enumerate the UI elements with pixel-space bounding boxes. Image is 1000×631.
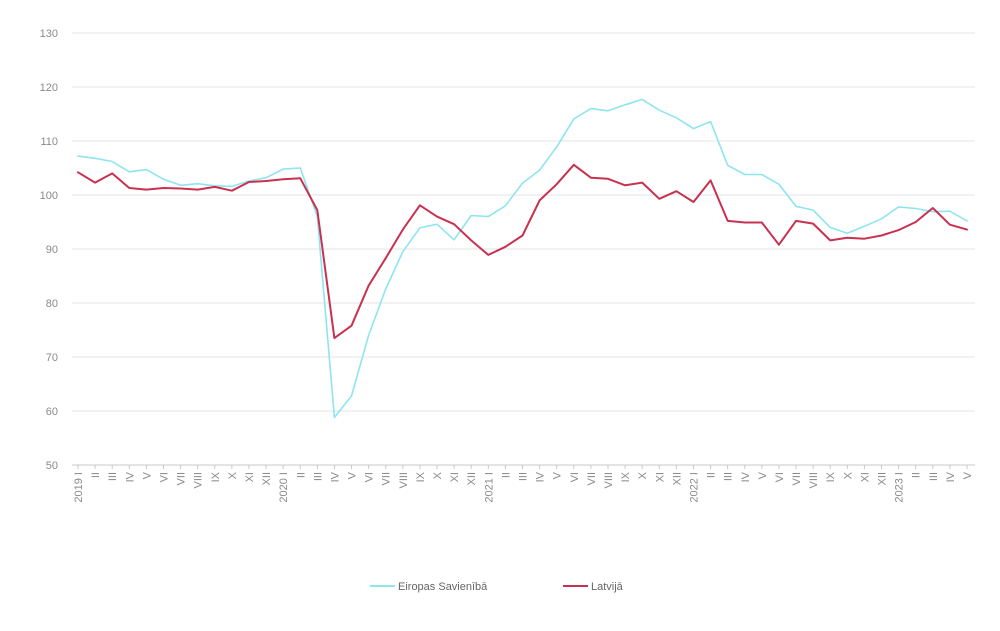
legend: Eiropas Savienībā Latvijā: [370, 581, 624, 593]
grid-lines: [72, 32, 975, 466]
series-lines: [77, 98, 968, 419]
x-tick-label: II: [90, 472, 102, 478]
x-tick-label: X: [842, 471, 854, 479]
x-tick-label: XI: [244, 472, 256, 482]
x-tick-label: III: [107, 472, 119, 481]
x-tick-label: IV: [945, 471, 957, 482]
x-tick-label: IX: [210, 471, 222, 482]
legend-label: Latvijā: [591, 581, 624, 593]
x-tick-label: VII: [791, 472, 803, 485]
x-tick-label: VII: [176, 472, 188, 485]
x-tick-label: VI: [774, 472, 786, 482]
x-tick-label: IX: [620, 471, 632, 482]
y-tick-label: 50: [46, 460, 58, 472]
y-tick-label: 100: [40, 190, 58, 202]
x-tick-label: V: [141, 471, 153, 479]
x-tick-label: XI: [449, 472, 461, 482]
x-tick-label: IV: [329, 471, 341, 482]
y-tick-label: 80: [46, 298, 58, 310]
x-tick-label: XII: [261, 472, 273, 485]
x-tick-label: XI: [654, 472, 666, 482]
x-tick-label: V: [962, 471, 974, 479]
x-tick-label: XII: [671, 472, 683, 485]
x-tick-label: VII: [381, 472, 393, 485]
x-tick-label: II: [295, 472, 307, 478]
x-tick-label: VI: [569, 472, 581, 482]
legend-label: Eiropas Savienībā: [398, 581, 488, 593]
x-tick-label: VIII: [808, 472, 820, 489]
x-tick-label: II: [500, 472, 512, 478]
x-tick-label: 2021 I: [483, 472, 495, 503]
x-tick-label: VI: [158, 472, 170, 482]
x-tick-label: V: [552, 471, 564, 479]
x-axis: 2019 I II III IV V VI VII VIII IX X XI XII 2020 I II I…: [73, 465, 974, 503]
y-tick-label: 90: [46, 244, 58, 256]
x-tick-label: III: [928, 472, 940, 481]
y-tick-label: 60: [46, 406, 58, 418]
x-tick-label: III: [723, 472, 735, 481]
x-tick-label: VI: [364, 472, 376, 482]
x-tick-label: VII: [586, 472, 598, 485]
x-tick-label: II: [911, 472, 923, 478]
series-line-latvia: [77, 163, 968, 340]
x-tick-label: XI: [859, 472, 871, 482]
x-tick-label: III: [312, 472, 324, 481]
x-tick-label: IX: [415, 471, 427, 482]
x-tick-label: IV: [535, 471, 547, 482]
y-tick-label: 130: [40, 28, 58, 40]
x-tick-label: III: [518, 472, 530, 481]
x-tick-label: V: [757, 471, 769, 479]
y-tick-label: 110: [40, 136, 58, 148]
x-tick-label: II: [706, 472, 718, 478]
y-tick-label: 120: [40, 82, 58, 94]
x-tick-label: IV: [124, 471, 136, 482]
x-tick-label: VIII: [398, 472, 410, 489]
x-tick-label: X: [432, 471, 444, 479]
x-tick-label: XII: [877, 472, 889, 485]
x-tick-label: 2022 I: [688, 472, 700, 503]
x-tick-label: 2019 I: [73, 472, 85, 503]
series-line-eu: [77, 98, 968, 419]
x-tick-label: XII: [466, 472, 478, 485]
x-tick-label: X: [637, 471, 649, 479]
x-tick-label: 2020 I: [278, 472, 290, 503]
x-tick-label: IX: [825, 471, 837, 482]
y-tick-label: 70: [46, 352, 58, 364]
y-axis: 50 60 70 80 90 100 110 120 130: [40, 28, 58, 472]
x-tick-label: 2023 I: [894, 472, 906, 503]
x-tick-label: X: [227, 471, 239, 479]
x-tick-label: V: [347, 471, 359, 479]
x-tick-label: IV: [740, 471, 752, 482]
x-tick-label: VIII: [603, 472, 615, 489]
x-tick-label: VIII: [193, 472, 205, 489]
